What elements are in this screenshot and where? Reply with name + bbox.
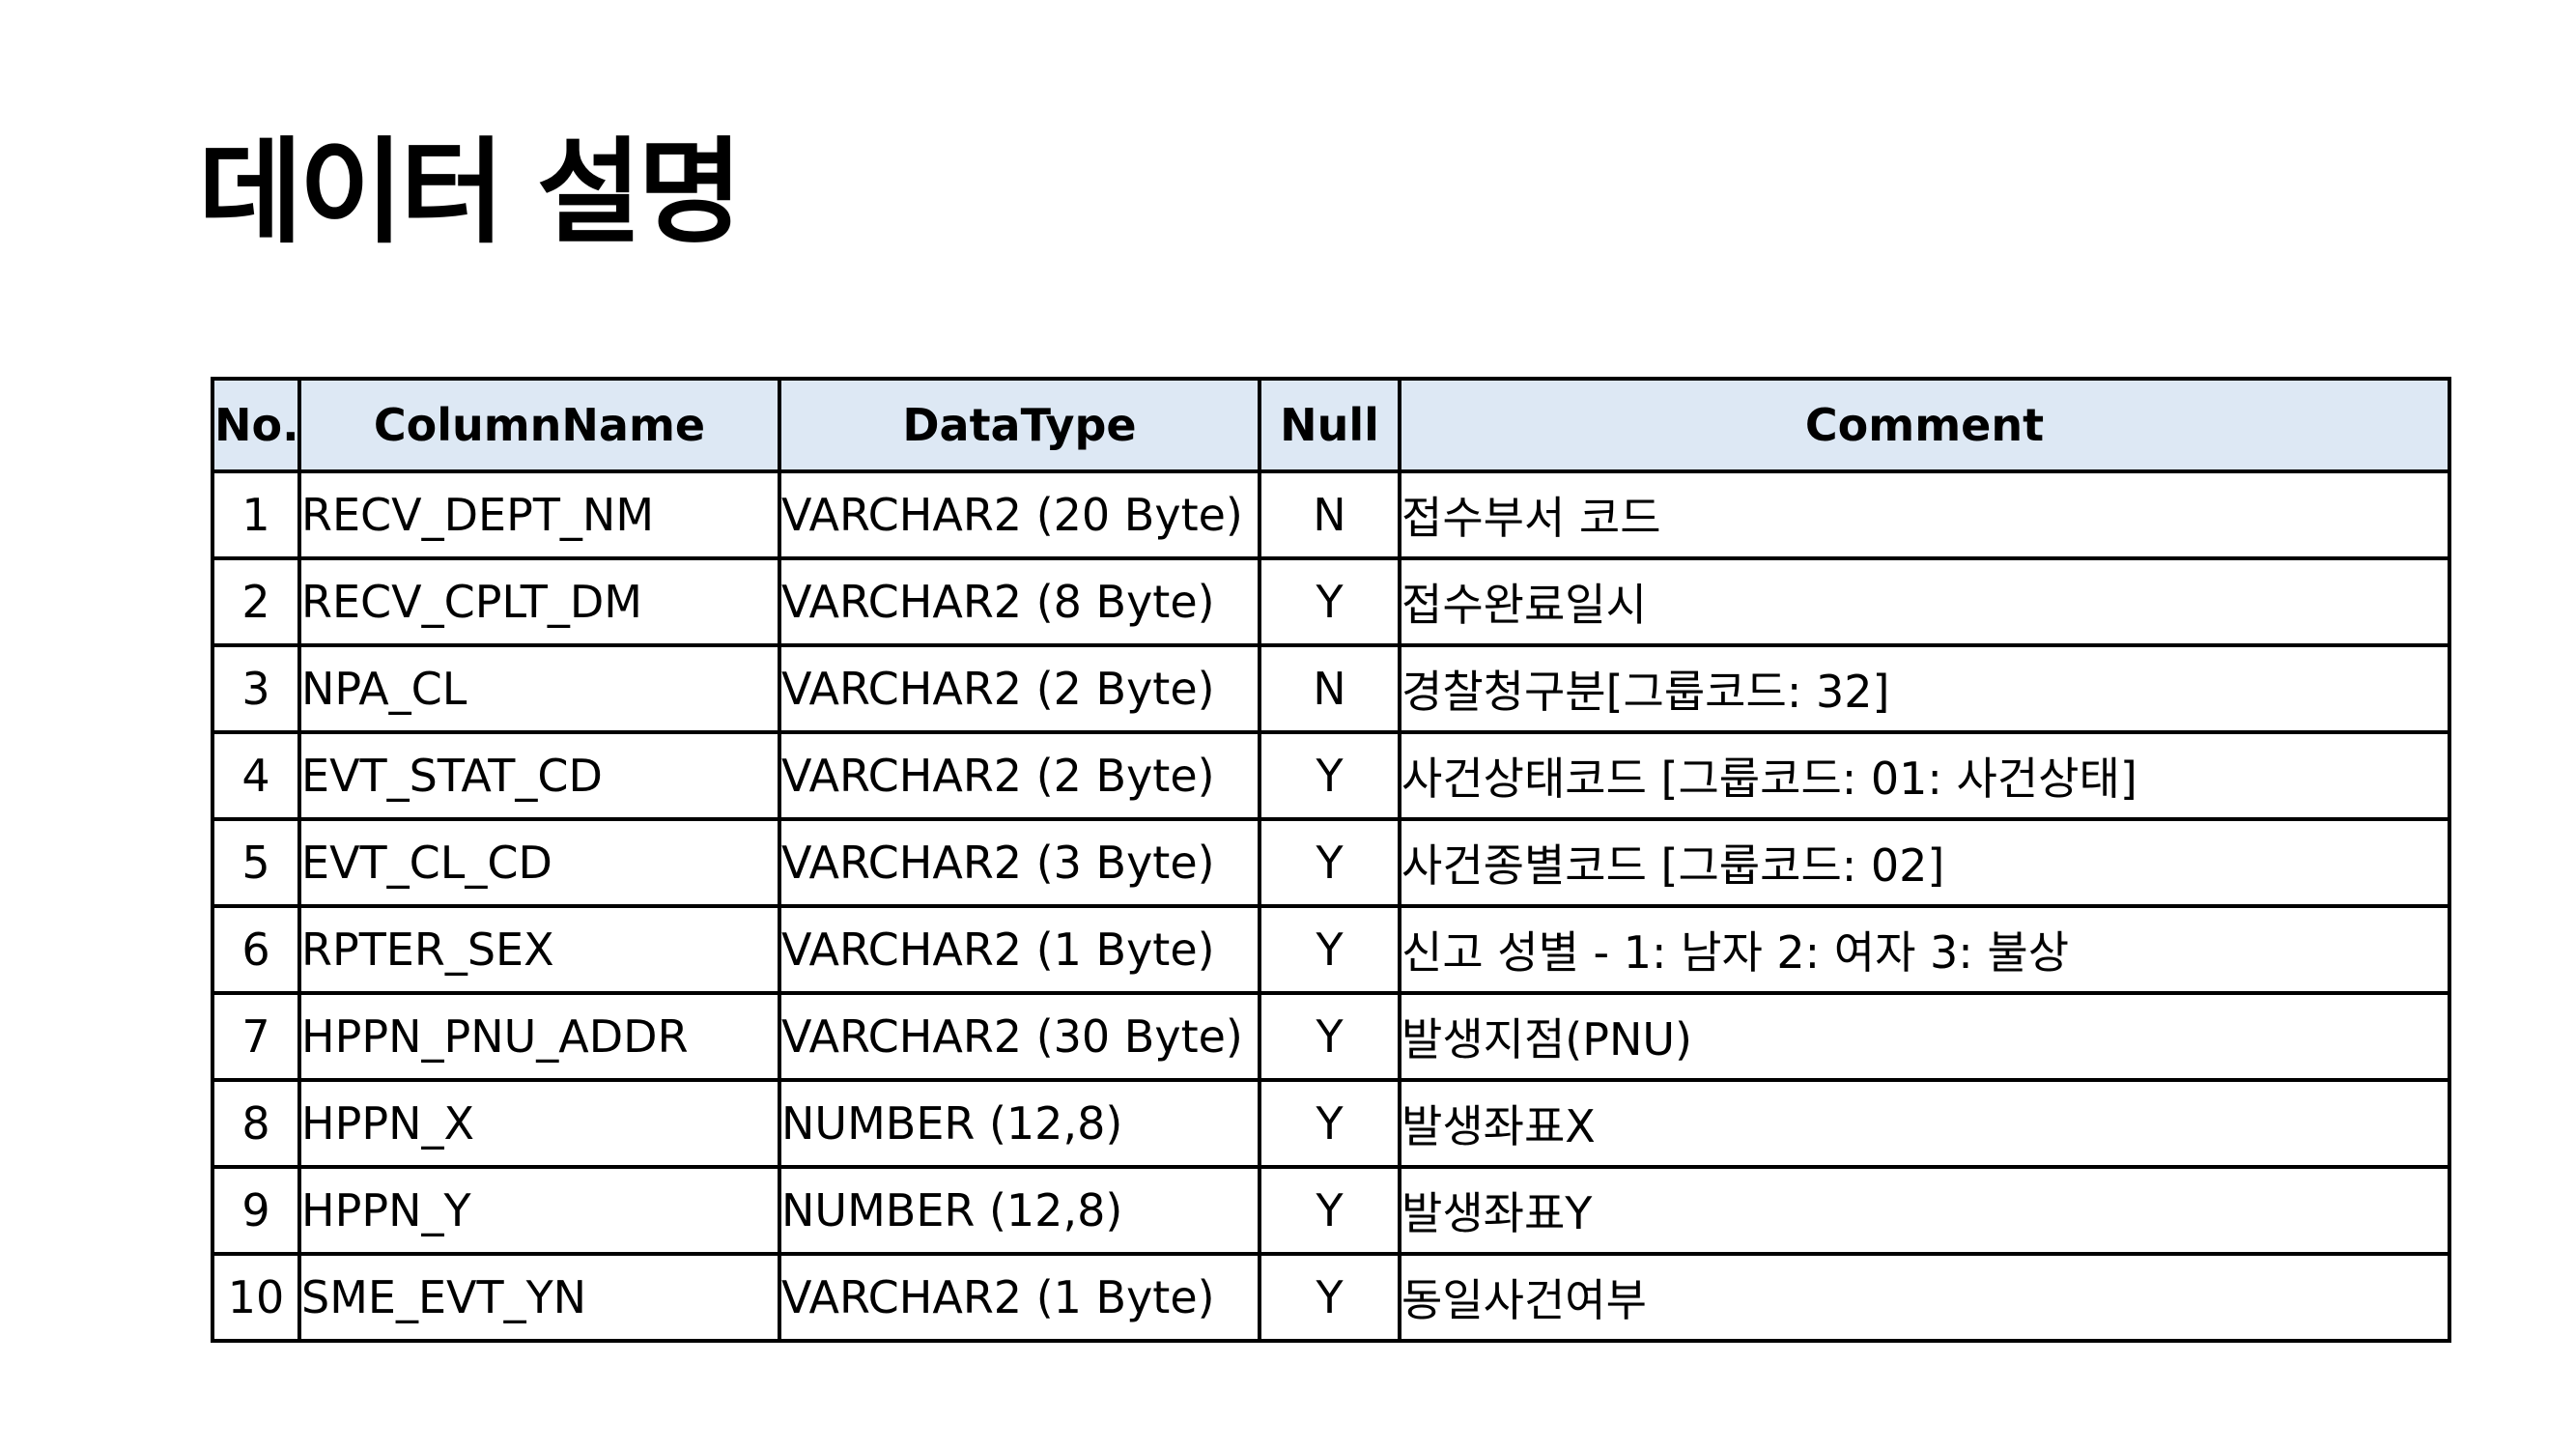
cell-comment: 사건상태코드 [그룹코드: 01: 사건상태] <box>1398 730 2451 821</box>
cell-no: 8 <box>211 1078 301 1169</box>
cell-comment: 경찰청구분[그룹코드: 32] <box>1398 643 2451 734</box>
cell-comment: 접수부서 코드 <box>1398 469 2451 560</box>
cell-column-name: HPPN_X <box>297 1078 781 1169</box>
cell-no: 4 <box>211 730 301 821</box>
cell-data-type: NUMBER (12,8) <box>778 1165 1261 1256</box>
cell-column-name: EVT_STAT_CD <box>297 730 781 821</box>
cell-comment: 사건종별코드 [그룹코드: 02] <box>1398 817 2451 908</box>
cell-data-type: VARCHAR2 (1 Byte) <box>778 1252 1261 1343</box>
data-description-table: No. ColumnName DataType Null Comment 1 R… <box>211 377 2451 1343</box>
table-row: 4 EVT_STAT_CD VARCHAR2 (2 Byte) Y 사건상태코드… <box>211 730 2451 821</box>
cell-column-name: EVT_CL_CD <box>297 817 781 908</box>
cell-data-type: VARCHAR2 (1 Byte) <box>778 904 1261 995</box>
cell-null: Y <box>1258 1165 1401 1256</box>
table-header-row: No. ColumnName DataType Null Comment <box>211 377 2451 473</box>
header-no: No. <box>211 377 301 473</box>
cell-no: 5 <box>211 817 301 908</box>
table-row: 2 RECV_CPLT_DM VARCHAR2 (8 Byte) Y 접수완료일… <box>211 556 2451 647</box>
cell-no: 6 <box>211 904 301 995</box>
page-title: 데이터 설명 <box>198 126 743 259</box>
cell-comment: 접수완료일시 <box>1398 556 2451 647</box>
cell-null: Y <box>1258 991 1401 1082</box>
cell-comment: 동일사건여부 <box>1398 1252 2451 1343</box>
table-row: 6 RPTER_SEX VARCHAR2 (1 Byte) Y 신고 성별 - … <box>211 904 2451 995</box>
cell-data-type: NUMBER (12,8) <box>778 1078 1261 1169</box>
cell-data-type: VARCHAR2 (8 Byte) <box>778 556 1261 647</box>
cell-null: Y <box>1258 1078 1401 1169</box>
cell-comment: 신고 성별 - 1: 남자 2: 여자 3: 불상 <box>1398 904 2451 995</box>
table-row: 9 HPPN_Y NUMBER (12,8) Y 발생좌표Y <box>211 1165 2451 1256</box>
cell-no: 1 <box>211 469 301 560</box>
cell-no: 9 <box>211 1165 301 1256</box>
cell-data-type: VARCHAR2 (3 Byte) <box>778 817 1261 908</box>
table-row: 1 RECV_DEPT_NM VARCHAR2 (20 Byte) N 접수부서… <box>211 469 2451 560</box>
table-row: 10 SME_EVT_YN VARCHAR2 (1 Byte) Y 동일사건여부 <box>211 1252 2451 1343</box>
cell-comment: 발생지점(PNU) <box>1398 991 2451 1082</box>
cell-data-type: VARCHAR2 (2 Byte) <box>778 730 1261 821</box>
table-row: 7 HPPN_PNU_ADDR VARCHAR2 (30 Byte) Y 발생지… <box>211 991 2451 1082</box>
cell-data-type: VARCHAR2 (2 Byte) <box>778 643 1261 734</box>
table-row: 3 NPA_CL VARCHAR2 (2 Byte) N 경찰청구분[그룹코드:… <box>211 643 2451 734</box>
cell-data-type: VARCHAR2 (30 Byte) <box>778 991 1261 1082</box>
cell-column-name: HPPN_Y <box>297 1165 781 1256</box>
table-row: 8 HPPN_X NUMBER (12,8) Y 발생좌표X <box>211 1078 2451 1169</box>
cell-null: Y <box>1258 556 1401 647</box>
cell-null: N <box>1258 469 1401 560</box>
cell-column-name: SME_EVT_YN <box>297 1252 781 1343</box>
cell-null: Y <box>1258 904 1401 995</box>
cell-column-name: NPA_CL <box>297 643 781 734</box>
cell-data-type: VARCHAR2 (20 Byte) <box>778 469 1261 560</box>
header-column-name: ColumnName <box>297 377 781 473</box>
cell-column-name: RPTER_SEX <box>297 904 781 995</box>
header-null: Null <box>1258 377 1401 473</box>
cell-no: 3 <box>211 643 301 734</box>
cell-null: Y <box>1258 1252 1401 1343</box>
cell-column-name: HPPN_PNU_ADDR <box>297 991 781 1082</box>
header-data-type: DataType <box>778 377 1261 473</box>
cell-no: 7 <box>211 991 301 1082</box>
cell-comment: 발생좌표Y <box>1398 1165 2451 1256</box>
cell-comment: 발생좌표X <box>1398 1078 2451 1169</box>
cell-null: N <box>1258 643 1401 734</box>
cell-null: Y <box>1258 817 1401 908</box>
cell-column-name: RECV_DEPT_NM <box>297 469 781 560</box>
table-row: 5 EVT_CL_CD VARCHAR2 (3 Byte) Y 사건종별코드 [… <box>211 817 2451 908</box>
header-comment: Comment <box>1398 377 2451 473</box>
cell-no: 10 <box>211 1252 301 1343</box>
cell-null: Y <box>1258 730 1401 821</box>
cell-column-name: RECV_CPLT_DM <box>297 556 781 647</box>
cell-no: 2 <box>211 556 301 647</box>
